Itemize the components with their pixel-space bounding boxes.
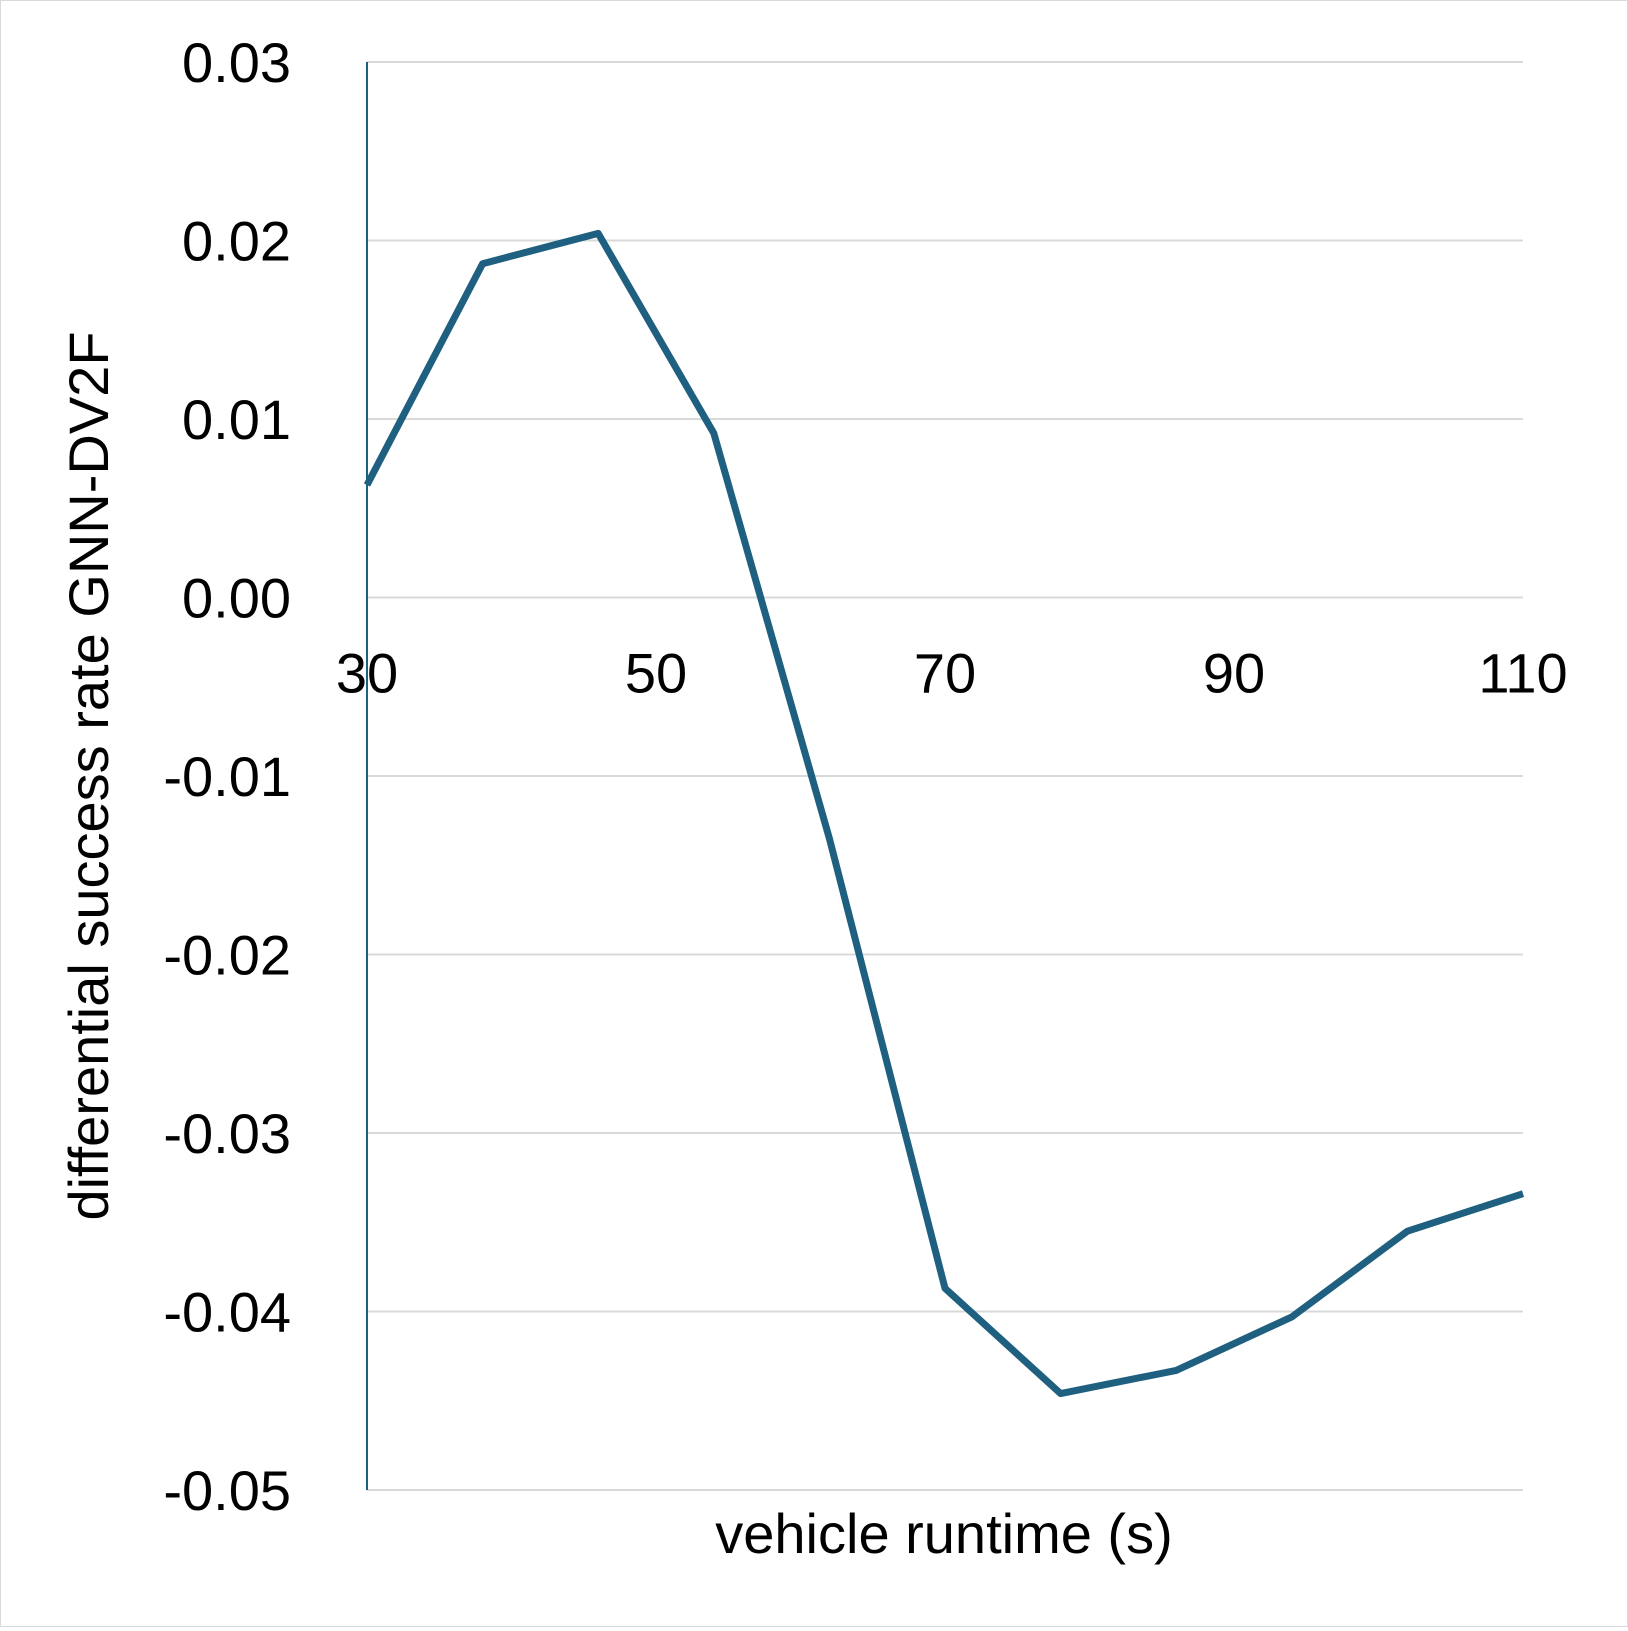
x-axis-title: vehicle runtime (s) bbox=[715, 1502, 1172, 1565]
y-tick-label: -0.04 bbox=[163, 1281, 291, 1344]
x-tick-label: 50 bbox=[625, 642, 687, 705]
x-tick-label: 90 bbox=[1203, 642, 1265, 705]
y-tick-label: -0.05 bbox=[163, 1459, 291, 1522]
tick-labels: 0.03 0.02 0.01 0.00 -0.01 -0.02 -0.03 -0.04 -0.0… bbox=[163, 31, 1567, 1522]
y-tick-label: 0.03 bbox=[182, 31, 291, 94]
series-line bbox=[363, 229, 1525, 1398]
x-tick-label: 30 bbox=[336, 642, 398, 705]
series-layer bbox=[363, 229, 1525, 1398]
x-tick-label: 110 bbox=[1478, 642, 1567, 705]
x-tick-label: 70 bbox=[914, 642, 976, 705]
y-tick-label: -0.01 bbox=[163, 745, 291, 808]
y-tick-label: -0.02 bbox=[163, 924, 291, 987]
y-tick-label: 0.00 bbox=[182, 567, 291, 630]
y-axis-title: differential success rate GNN-DV2F bbox=[57, 331, 120, 1220]
y-tick-label: 0.02 bbox=[182, 210, 291, 273]
y-tick-label: 0.01 bbox=[182, 388, 291, 451]
y-tick-label: -0.03 bbox=[163, 1102, 291, 1165]
